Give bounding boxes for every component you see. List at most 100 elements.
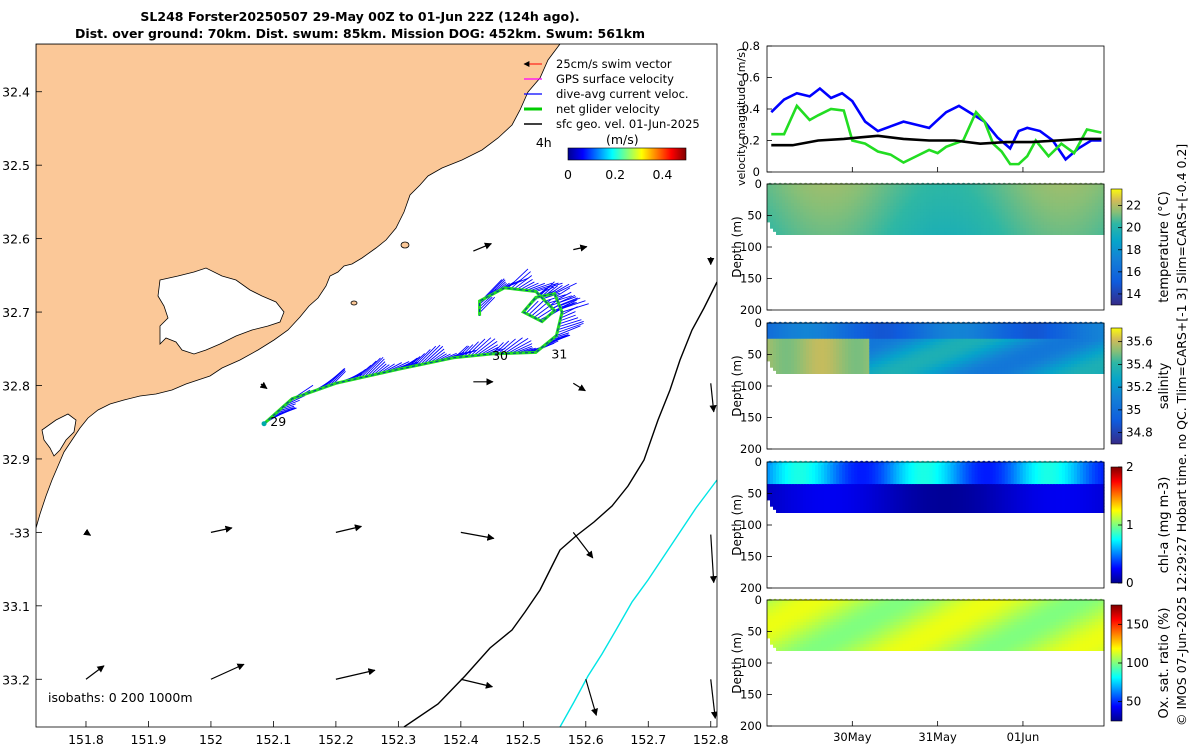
- section-colorbar-label: temperature (°C): [1157, 191, 1172, 303]
- section-colorbar-tick-label: 150: [1126, 617, 1149, 631]
- map-x-tick-label: 152.1: [256, 732, 292, 747]
- geo-velocity-arrow: [460, 531, 495, 541]
- map-y-tick-label: 32.5: [2, 158, 30, 173]
- geo-velocity-vectors: [83, 242, 717, 719]
- section-colorbar-tick-label: 22: [1126, 199, 1141, 213]
- geo-velocity-arrow: [709, 383, 717, 413]
- map-x-tick-label: 152: [199, 732, 223, 747]
- geo-velocity-arrow: [210, 663, 245, 680]
- map-colorbar-tick-label: 0.4: [652, 167, 672, 182]
- map-x-axis: 151.8 151.9 152 152.1 152.2 152.3 152.4 152.5 15…: [68, 721, 729, 747]
- map-y-tick-label: 32.7: [2, 305, 30, 320]
- geo-velocity-arrow: [83, 528, 92, 536]
- legend-entry: dive-avg current veloc.: [556, 87, 689, 101]
- section-colorbar-tick-label: 35: [1126, 403, 1141, 417]
- geo-velocity-arrow: [572, 382, 586, 392]
- section-colorbar-tick-label: 100: [1126, 656, 1149, 670]
- map-y-tick-label: -33: [10, 525, 30, 540]
- salinity-section: 0 50 100 150 200 Depth (m) 35.6 35.4 35.2 35 34.8 s…: [730, 316, 1172, 456]
- section-x-tick-label: 30May: [833, 730, 872, 744]
- section-colorbar-tick-label: 50: [1126, 695, 1141, 709]
- section-y-tick-label: 50: [747, 209, 762, 223]
- map-x-tick-label: 152.3: [380, 732, 416, 747]
- section-y-tick-label: 100: [740, 379, 762, 393]
- map-x-tick-label: 152.7: [630, 732, 666, 747]
- map-y-axis: 32.4 32.5 32.6 32.7 32.8 32.9 -33 33.1 33.2: [2, 85, 42, 687]
- section-y-tick-label: 50: [747, 625, 762, 639]
- section-y-tick-label: 150: [740, 550, 762, 564]
- map-colorbar-label: (m/s): [606, 132, 639, 147]
- track-start-marker: [261, 421, 267, 427]
- section-y-tick-label: 0: [755, 455, 762, 469]
- geo-velocity-arrow: [573, 244, 588, 252]
- map-y-tick-label: 32.6: [2, 232, 30, 247]
- geo-velocity-arrow: [259, 381, 268, 390]
- section-colorbar-tick-label: 14: [1126, 287, 1141, 301]
- geo-velocity-arrow: [709, 534, 717, 584]
- map-colorbar-tick-label: 0.2: [605, 167, 625, 182]
- map-annotation: 4h: [536, 135, 552, 150]
- map-panel: 151.8 151.9 152 152.1 152.2 152.3 152.4 152.5 15…: [2, 43, 729, 747]
- section-ylabel: Depth (m): [730, 632, 744, 693]
- velocity-ylabel: velocity magnitude (m/s): [735, 48, 748, 186]
- section-y-tick-label: 200: [740, 303, 762, 317]
- velocity-y-tick-label: 0.6: [742, 71, 760, 85]
- geo-velocity-arrow: [710, 679, 717, 719]
- section-colorbar-tick-label: 18: [1126, 243, 1141, 257]
- section-colorbar-tick-label: 34.8: [1126, 426, 1153, 440]
- section-y-tick-label: 100: [740, 240, 762, 254]
- velocity-y-tick-label: 0: [753, 165, 760, 179]
- island: [400, 241, 410, 249]
- section-y-tick-label: 100: [740, 518, 762, 532]
- geo-velocity-arrow: [460, 678, 494, 689]
- section-colorbar-tick-label: 2: [1126, 460, 1134, 474]
- velocity-series: [770, 86, 1102, 166]
- geo-velocity-arrow: [210, 525, 233, 533]
- isobath-200m: [403, 281, 717, 727]
- velocity-series-line: [771, 103, 1102, 166]
- section-colorbar-label: chl-a (mg m-3): [1157, 477, 1172, 574]
- section-ylabel: Depth (m): [730, 216, 744, 277]
- map-x-tick-label: 152.2: [318, 732, 354, 747]
- temperature-section: 0 50 100 150 200 Depth (m) 22 20 18 16 14 temperatu…: [730, 177, 1172, 317]
- map-colorbar: [567, 147, 687, 161]
- map-y-tick-label: 33.2: [2, 672, 30, 687]
- section-colorbar-tick-label: 35.2: [1126, 380, 1153, 394]
- section-colorbar: [1110, 188, 1123, 306]
- map-x-tick-label: 152.4: [443, 732, 479, 747]
- section-y-tick-label: 200: [740, 719, 762, 733]
- island: [350, 300, 358, 306]
- legend-entry: sfc geo. vel. 01-Jun-2025: [556, 117, 700, 131]
- section-colorbar-label: Ox. sat. ratio (%): [1157, 608, 1172, 719]
- map-colorbar-ticks: 0 0.2 0.4: [564, 167, 672, 182]
- section-colorbar-label: salinity: [1157, 362, 1172, 409]
- section-colorbar-tick-label: 35.6: [1126, 335, 1153, 349]
- chlorophyll-section: 0 50 100 150 200 Depth (m) 2 1 0 chl-a (mg m-3): [730, 455, 1172, 595]
- section-x-tick-label: 01Jun: [1007, 730, 1040, 744]
- section-colorbar-tick-label: 20: [1126, 221, 1141, 235]
- geo-velocity-arrow: [585, 679, 598, 716]
- isobath-label: isobaths: 0 200 1000m: [48, 690, 193, 705]
- legend-entry: net glider velocity: [556, 102, 660, 116]
- geo-velocity-arrow: [335, 524, 363, 533]
- geo-velocity-arrow: [572, 532, 594, 559]
- velocity-y-tick-label: 0.4: [742, 102, 760, 116]
- map-annotations: 4h 29 30 31: [270, 135, 567, 429]
- section-colorbar-tick-label: 1: [1126, 518, 1134, 532]
- map-annotation: 30: [492, 348, 508, 363]
- section-colorbar-tick-label: 16: [1126, 265, 1141, 279]
- geo-velocity-arrow: [335, 668, 376, 680]
- section-y-tick-label: 150: [740, 411, 762, 425]
- velocity-y-axis: 0 0.2 0.4 0.6 0.8: [742, 39, 1024, 179]
- estuary-lake: [157, 267, 285, 355]
- legend-entry: GPS surface velocity: [556, 72, 674, 86]
- map-x-tick-label: 151.8: [68, 732, 104, 747]
- section-y-tick-label: 50: [747, 487, 762, 501]
- section-y-tick-label: 0: [755, 316, 762, 330]
- section-y-tick-label: 50: [747, 348, 762, 362]
- chart-title-line-1: SL248 Forster20250507 29-May 00Z to 01-J…: [140, 9, 580, 24]
- velocity-panel: 0 0.2 0.4 0.6 0.8 velocity magnitude (m/s): [735, 39, 1105, 186]
- map-colorbar-tick-label: 0: [564, 167, 572, 182]
